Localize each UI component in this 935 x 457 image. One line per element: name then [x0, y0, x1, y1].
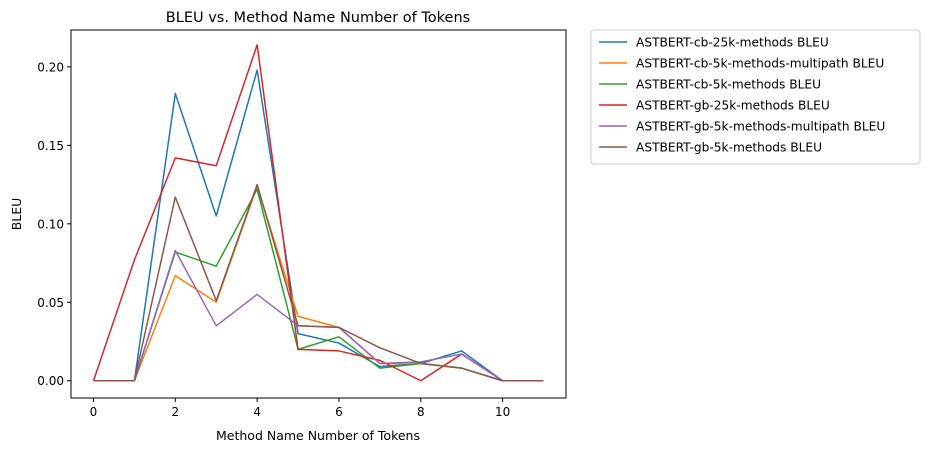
y-tick-label: 0.10: [37, 217, 64, 231]
x-axis-ticks: 0 2 4 6 8 10: [90, 398, 510, 419]
y-tick-label: 0.15: [37, 139, 64, 153]
x-tick-label: 8: [417, 405, 425, 419]
series-line-1: [93, 69, 544, 382]
series-line-3: [93, 188, 544, 382]
chart-title: BLEU vs. Method Name Number of Tokens: [166, 10, 470, 26]
series-line-6: [93, 183, 544, 382]
legend-entry: ASTBERT-gb-5k-methods-multipath BLEU: [636, 120, 885, 134]
series-line-4: [92, 44, 544, 382]
x-tick-label: 10: [495, 405, 510, 419]
legend-entry: ASTBERT-cb-25k-methods BLEU: [636, 36, 829, 50]
y-axis-ticks: 0.00 0.05 0.10 0.15 0.20: [37, 60, 71, 388]
y-axis-label: BLEU: [9, 198, 24, 231]
x-axis-label: Method Name Number of Tokens: [216, 428, 420, 443]
legend-entry: ASTBERT-gb-25k-methods BLEU: [636, 99, 830, 113]
x-tick-label: 4: [253, 405, 261, 419]
x-tick-label: 6: [335, 405, 343, 419]
x-tick-label: 0: [90, 405, 98, 419]
series-line-2: [93, 185, 544, 382]
y-tick-label: 0.20: [37, 60, 64, 74]
legend-box: [590, 29, 921, 165]
plot-frame: [70, 29, 567, 399]
legend-entry: ASTBERT-cb-5k-methods-multipath BLEU: [636, 57, 884, 71]
y-tick-label: 0.05: [37, 296, 64, 310]
legend-entry: ASTBERT-gb-5k-methods BLEU: [636, 141, 822, 155]
plot-lines: [92, 44, 544, 382]
x-tick-label: 2: [171, 405, 179, 419]
y-tick-label: 0.00: [37, 374, 64, 388]
legend-entry: ASTBERT-cb-5k-methods BLEU: [636, 78, 821, 92]
legend: ASTBERT-cb-25k-methods BLEU ASTBERT-cb-5k…: [590, 29, 921, 165]
